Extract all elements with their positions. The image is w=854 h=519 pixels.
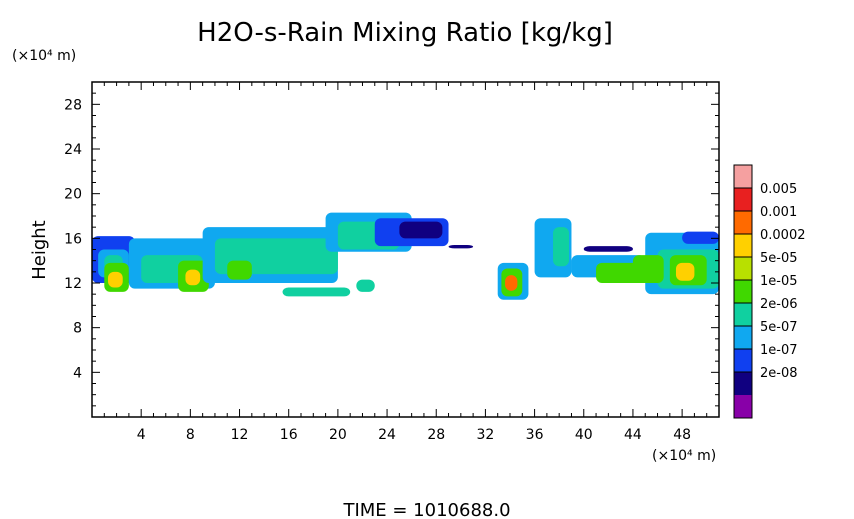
field-region [107,271,123,288]
colorbar-swatch [734,280,752,303]
colorbar-swatch [734,234,752,257]
x-tick-label: 44 [624,427,642,443]
colorbar-label: 1e-05 [760,274,798,289]
colorbar: 0.005 0.001 0.0002 5e-05 1e-05 2e-06 5e-07 1e-0… [733,164,806,419]
colorbar-swatch [734,188,752,211]
field-region [583,246,633,252]
y-axis-unit: (×10⁴ m) [12,48,76,64]
x-tick-label: 36 [526,427,544,443]
field-region [448,245,474,249]
x-tick-label: 48 [673,427,691,443]
x-tick-label: 40 [575,427,593,443]
colorbar-swatch [734,395,752,418]
y-tick-label: 8 [73,321,82,337]
y-axis: 4 8 12 16 20 24 28 [64,92,719,407]
colorbar-swatch [734,257,752,280]
y-tick-label: 16 [64,231,82,247]
x-tick-label: 20 [329,427,347,443]
y-tick-label: 20 [64,187,82,203]
colorbar-label: 0.001 [760,205,797,220]
y-tick-label: 4 [73,365,82,381]
y-tick-label: 28 [64,97,82,113]
x-tick-label: 12 [231,427,249,443]
colorbar-label: 0.0002 [760,228,806,243]
time-label: TIME = 1010688.0 [342,500,510,519]
y-tick-label: 12 [64,276,82,292]
colorbar-swatch [734,165,752,188]
x-tick-label: 4 [137,427,146,443]
colorbar-swatch [734,303,752,326]
x-axis-unit: (×10⁴ m) [652,448,716,464]
field-region [632,255,664,283]
colorbar-label: 2e-06 [760,297,798,312]
colorbar-swatch [734,211,752,234]
colorbar-label: 5e-05 [760,251,798,266]
colorbar-label: 5e-07 [760,320,798,335]
colorbar-swatch [734,372,752,395]
colorbar-label: 0.005 [760,182,797,197]
x-tick-label: 16 [280,427,298,443]
field-region [553,227,570,267]
field-region [227,260,252,280]
x-tick-label: 32 [476,427,494,443]
colorbar-swatch [734,326,752,349]
plot-field [92,212,719,300]
colorbar-frame [733,164,753,419]
colorbar-label: 1e-07 [760,343,798,358]
x-tick-label: 8 [186,427,195,443]
field-region [282,287,351,297]
field-region [185,269,201,286]
field-region [505,275,518,291]
colorbar-swatch [734,349,752,372]
x-tick-label: 24 [378,427,396,443]
y-axis-label: Height [29,220,50,280]
x-axis: 4 8 12 16 20 24 28 32 36 40 44 48 [103,82,708,443]
y-tick-label: 24 [64,142,82,158]
colorbar-label: 2e-08 [760,366,798,381]
x-tick-label: 28 [427,427,445,443]
field-region [675,262,695,281]
field-region [399,221,443,239]
chart-title: H2O-s-Rain Mixing Ratio [kg/kg] [197,18,613,48]
field-region [682,231,719,244]
field-region [356,279,375,292]
